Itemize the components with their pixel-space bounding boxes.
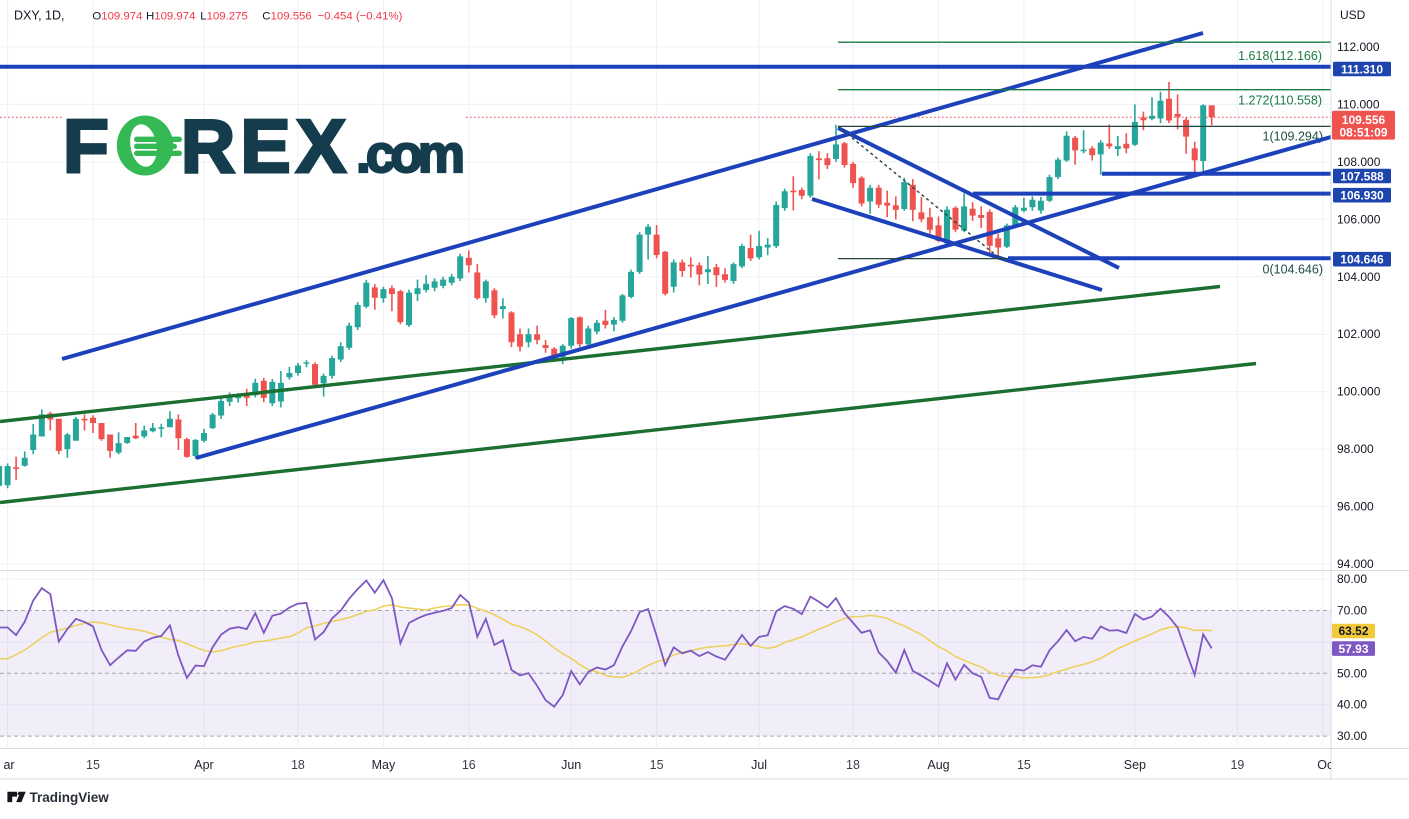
svg-text:L109.275: L109.275: [200, 11, 248, 23]
svg-text:102.000: 102.000: [1337, 327, 1381, 341]
svg-text:80.00: 80.00: [1337, 572, 1367, 586]
svg-text:112.000: 112.000: [1337, 40, 1380, 54]
svg-text:109.556: 109.556: [1342, 113, 1386, 127]
svg-text:15: 15: [650, 758, 664, 772]
svg-text:0(104.646): 0(104.646): [1263, 263, 1323, 277]
svg-text:18: 18: [291, 758, 305, 772]
svg-text:96.000: 96.000: [1337, 500, 1374, 514]
svg-text:Aug: Aug: [927, 758, 949, 772]
svg-text:30.00: 30.00: [1337, 729, 1367, 743]
svg-text:DXY, 1D,: DXY, 1D,: [14, 9, 65, 23]
svg-text:Jul: Jul: [751, 758, 767, 772]
svg-text:50.00: 50.00: [1337, 666, 1367, 680]
svg-text:104.646: 104.646: [1340, 253, 1384, 267]
svg-text:107.588: 107.588: [1340, 169, 1384, 183]
svg-text:106.930: 106.930: [1340, 189, 1384, 203]
svg-text:ar: ar: [3, 758, 14, 772]
svg-text:08:51:09: 08:51:09: [1339, 126, 1387, 140]
svg-text:106.000: 106.000: [1337, 212, 1381, 226]
svg-text:104.000: 104.000: [1337, 270, 1381, 284]
svg-text:40.00: 40.00: [1337, 698, 1367, 712]
svg-text:May: May: [372, 758, 396, 772]
svg-text:H109.974: H109.974: [146, 11, 195, 23]
svg-text:98.000: 98.000: [1337, 442, 1374, 456]
svg-text:110.000: 110.000: [1337, 97, 1380, 111]
svg-text:Jun: Jun: [561, 758, 581, 772]
svg-text:15: 15: [86, 758, 100, 772]
svg-text:94.000: 94.000: [1337, 557, 1374, 571]
svg-text:.com: .com: [356, 125, 465, 184]
svg-text:108.000: 108.000: [1337, 155, 1381, 169]
svg-text:Apr: Apr: [194, 758, 213, 772]
svg-text:100.000: 100.000: [1337, 385, 1381, 399]
svg-text:Sep: Sep: [1124, 758, 1146, 772]
svg-text:111.310: 111.310: [1341, 62, 1383, 76]
svg-text:USD: USD: [1340, 8, 1366, 22]
svg-text:63.52: 63.52: [1338, 624, 1368, 638]
svg-text:15: 15: [1017, 758, 1031, 772]
svg-text:REX: REX: [181, 104, 346, 188]
svg-text:57.93: 57.93: [1338, 642, 1368, 656]
svg-text:TradingView: TradingView: [30, 790, 110, 805]
svg-text:Oct: Oct: [1317, 758, 1337, 772]
svg-text:−0.454 (−0.41%): −0.454 (−0.41%): [318, 11, 403, 23]
svg-text:O109.974: O109.974: [92, 11, 142, 23]
svg-text:16: 16: [462, 758, 476, 772]
svg-text:F: F: [63, 104, 109, 188]
svg-text:1.272(110.558): 1.272(110.558): [1238, 94, 1322, 108]
svg-text:18: 18: [846, 758, 860, 772]
svg-text:1.618(112.166): 1.618(112.166): [1238, 49, 1322, 63]
svg-text:C109.556: C109.556: [262, 11, 311, 23]
svg-text:1(109.294): 1(109.294): [1263, 130, 1323, 144]
svg-text:70.00: 70.00: [1337, 604, 1367, 618]
svg-text:19: 19: [1230, 758, 1244, 772]
